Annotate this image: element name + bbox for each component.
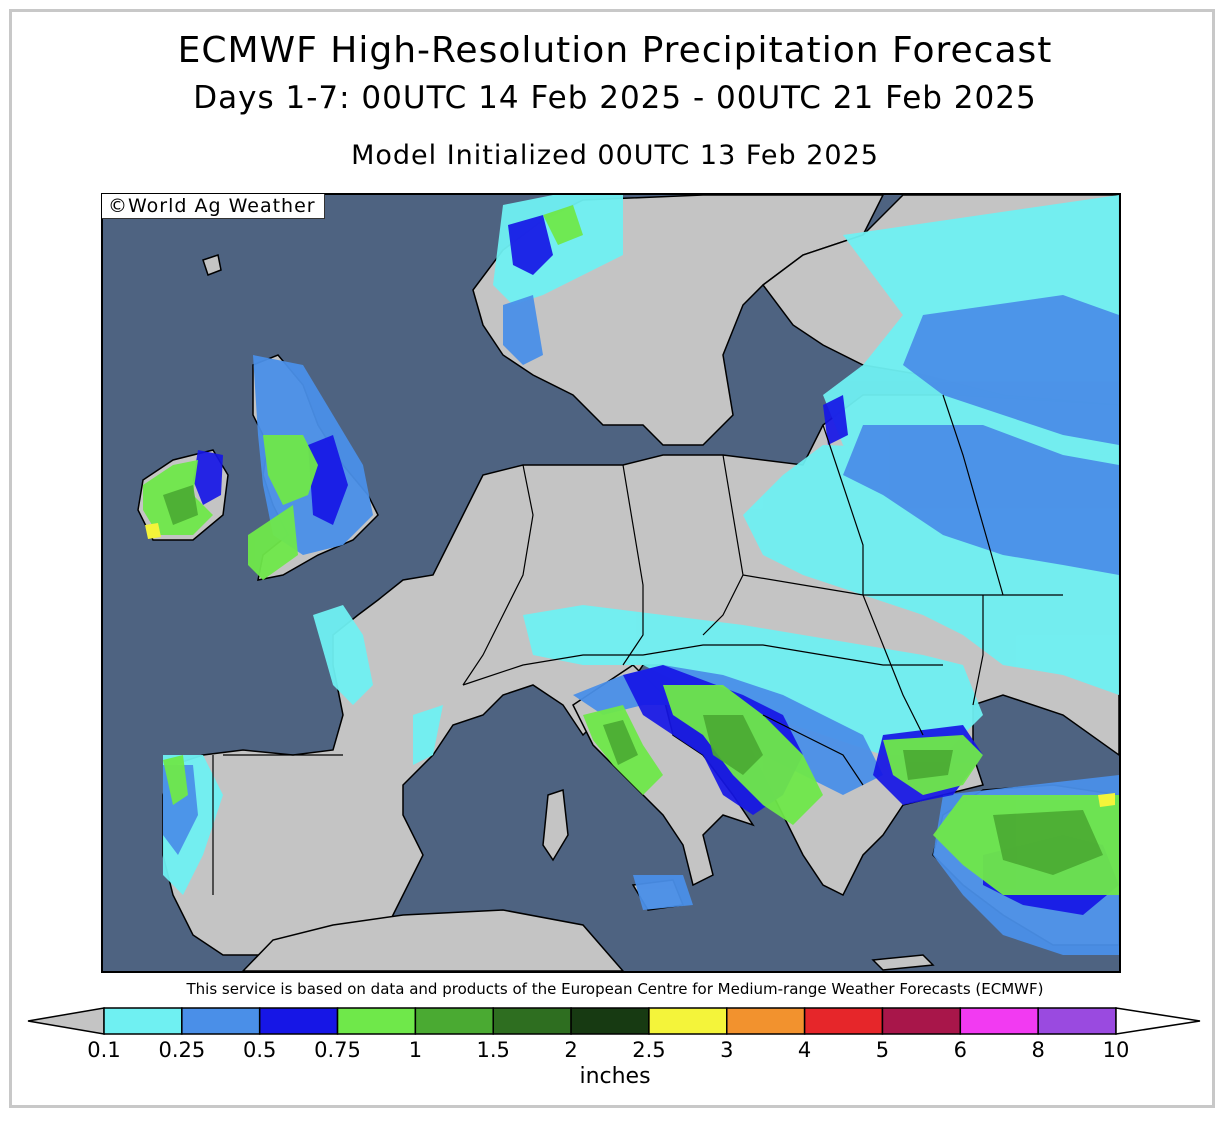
colorbar-tick-label: 10 <box>1102 1038 1130 1062</box>
colorbar-tick-label: 0.1 <box>87 1038 121 1062</box>
map-title: ECMWF High-Resolution Precipitation Fore… <box>177 30 1053 71</box>
colorbar-tick-label: 2 <box>564 1038 578 1062</box>
country-borders <box>212 394 1063 895</box>
precipitation-map <box>101 193 1121 973</box>
colorbar-swatch <box>648 1007 728 1035</box>
precip-yellow <box>145 523 1115 807</box>
colorbar-swatch <box>414 1007 494 1035</box>
colorbar-tick-label: 0.75 <box>314 1038 361 1062</box>
colorbar-tick-label: 0.5 <box>242 1038 277 1062</box>
colorbar-swatch <box>959 1007 1039 1035</box>
colorbar-swatch <box>803 1007 884 1035</box>
colorbar-swatch <box>258 1007 339 1035</box>
colorbar-swatch <box>881 1007 962 1035</box>
colorbar-tick-label: 2.5 <box>632 1038 666 1062</box>
precip-mid-green <box>163 485 1103 875</box>
colorbar-units: inches <box>579 1064 651 1089</box>
colorbar-tick-label: 6 <box>953 1038 967 1062</box>
colorbar-tick-label: 0.25 <box>158 1038 206 1062</box>
colorbar-above-triangle <box>1115 1007 1201 1035</box>
colorbar-tick-label: 4 <box>797 1038 812 1062</box>
colorbar-below-triangle <box>27 1007 105 1035</box>
forecast-period: Days 1-7: 00UTC 14 Feb 2025 - 00UTC 21 F… <box>193 80 1037 116</box>
copyright-label: ©World Ag Weather <box>102 194 325 219</box>
colorbar-swatch <box>181 1007 261 1035</box>
colorbar-swatch <box>1037 1007 1117 1035</box>
colorbar-tick-label: 5 <box>875 1038 890 1062</box>
colorbar-swatch <box>570 1007 650 1035</box>
colorbar-swatch <box>103 1007 183 1035</box>
colorbar-tick-label: 1 <box>408 1038 423 1062</box>
colorbar-tick-label: 8 <box>1031 1038 1045 1062</box>
colorbar <box>27 1007 1201 1035</box>
service-note: This service is based on data and produc… <box>186 980 1044 998</box>
colorbar-tick-label: 3 <box>720 1038 734 1062</box>
colorbar-tick-label: 1.5 <box>476 1038 510 1062</box>
model-init-time: Model Initialized 00UTC 13 Feb 2025 <box>351 140 879 171</box>
colorbar-swatch <box>726 1007 806 1035</box>
colorbar-swatch <box>492 1007 572 1035</box>
colorbar-swatch <box>336 1007 417 1035</box>
